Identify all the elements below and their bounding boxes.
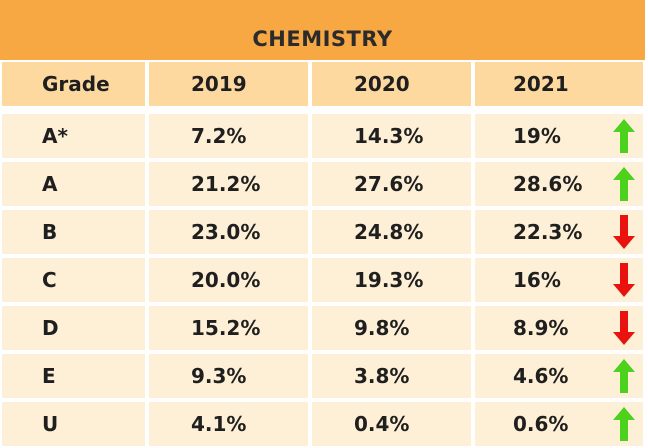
cell-y2020: 14.3% [312,114,471,158]
cell-y2021: 8.9% [475,306,643,350]
cell-y2021: 16% [475,258,643,302]
cell-y2019: 20.0% [149,258,308,302]
cell-y2019: 9.3% [149,354,308,398]
cell-y2019-text: 7.2% [191,124,247,148]
header-2020: 2020 [312,62,471,106]
cell-y2020: 0.4% [312,402,471,446]
cell-y2020: 9.8% [312,306,471,350]
cell-grade-text: U [42,412,59,436]
cell-y2020: 27.6% [312,162,471,206]
cell-y2021-text: 16% [513,268,561,292]
cell-y2020: 19.3% [312,258,471,302]
cell-y2020-text: 27.6% [354,172,424,196]
cell-grade: A* [2,114,145,158]
cell-y2020-text: 24.8% [354,220,424,244]
header-2020-text: 2020 [354,72,410,96]
cell-y2021: 0.6% [475,402,643,446]
cell-y2019: 23.0% [149,210,308,254]
cell-grade-text: A* [42,124,68,148]
arrow-down-icon [613,311,635,345]
cell-grade: C [2,258,145,302]
cell-y2021-text: 19% [513,124,561,148]
cell-grade-text: A [42,172,58,196]
cell-y2019: 15.2% [149,306,308,350]
header-2019-text: 2019 [191,72,247,96]
cell-grade: U [2,402,145,446]
cell-y2019-text: 15.2% [191,316,261,340]
cell-y2019: 7.2% [149,114,308,158]
arrow-up-icon [613,119,635,153]
cell-grade: B [2,210,145,254]
cell-grade-text: B [42,220,58,244]
cell-y2021-text: 0.6% [513,412,569,436]
arrow-down-icon [613,215,635,249]
cell-y2020: 3.8% [312,354,471,398]
cell-y2019-text: 20.0% [191,268,261,292]
cell-y2021: 4.6% [475,354,643,398]
cell-grade: A [2,162,145,206]
cell-y2020-text: 0.4% [354,412,410,436]
arrow-up-icon [613,407,635,441]
cell-y2020-text: 3.8% [354,364,410,388]
cell-y2020-text: 19.3% [354,268,424,292]
cell-y2019: 21.2% [149,162,308,206]
cell-y2020: 24.8% [312,210,471,254]
header-2021-text: 2021 [513,72,569,96]
cell-y2021: 28.6% [475,162,643,206]
cell-y2019: 4.1% [149,402,308,446]
cell-y2021-text: 8.9% [513,316,569,340]
cell-y2021-text: 4.6% [513,364,569,388]
cell-y2021-text: 28.6% [513,172,583,196]
cell-grade: E [2,354,145,398]
cell-y2019-text: 4.1% [191,412,247,436]
cell-y2019-text: 9.3% [191,364,247,388]
arrow-up-icon [613,167,635,201]
cell-y2021: 19% [475,114,643,158]
cell-y2021-text: 22.3% [513,220,583,244]
header-2021: 2021 [475,62,643,106]
table-title: CHEMISTRY [0,0,645,60]
cell-grade-text: C [42,268,57,292]
cell-grade: D [2,306,145,350]
cell-y2019-text: 21.2% [191,172,261,196]
header-grade: Grade [2,62,145,106]
cell-grade-text: D [42,316,59,340]
header-grade-text: Grade [42,72,110,96]
cell-y2019-text: 23.0% [191,220,261,244]
arrow-up-icon [613,359,635,393]
header-2019: 2019 [149,62,308,106]
cell-grade-text: E [42,364,56,388]
arrow-down-icon [613,263,635,297]
cell-y2020-text: 14.3% [354,124,424,148]
cell-y2021: 22.3% [475,210,643,254]
cell-y2020-text: 9.8% [354,316,410,340]
